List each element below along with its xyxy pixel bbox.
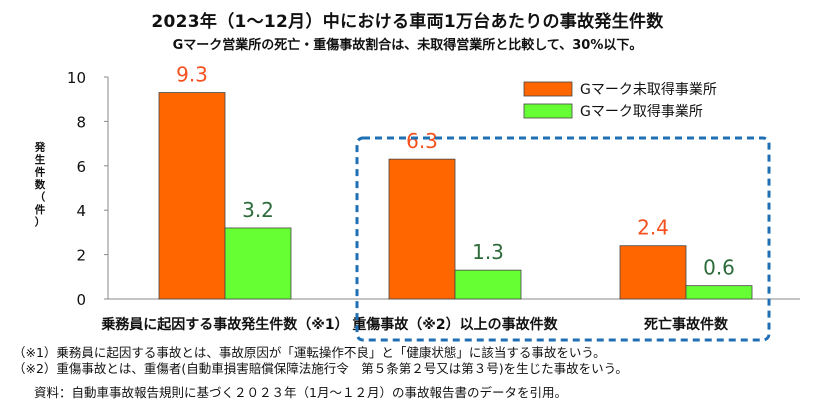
x-category-label: 乗務員に起因する事故発生件数（※1） [100,316,348,333]
data-label: 3.2 [242,198,274,222]
data-label: 1.3 [472,240,504,264]
chart-title: 2023年（1～12月）中における車両1万台あたりの事故発生件数 [151,12,664,32]
y-tick-label: 0 [76,291,86,309]
chart-subtitle: Gマーク営業所の死亡・重傷事故割合は、未取得営業所と比較して、30%以下。 [172,38,643,53]
data-label: 2.4 [637,216,669,240]
footnote-2: （※2）重傷事故とは、重傷者(自動車損害賠償保障法施行令 第５条第２号又は第３号… [13,361,628,376]
bar-acquired [224,227,292,300]
y-tick-label: 8 [76,113,86,131]
y-axis-title-char: 発 [34,141,46,154]
legend-swatch [523,81,573,97]
y-axis-title-char: 件 [35,166,46,179]
bar-unacquired [388,158,456,300]
bar-unacquired [619,245,687,300]
y-axis-title-char: 数 [34,178,46,191]
y-axis-title-char: 件 [35,203,46,216]
footnote-1: （※1）乗務員に起因する事故とは、事故原因が「運転操作不良」と「健康状態」に該当… [13,345,606,360]
data-label: 9.3 [176,63,208,87]
data-label: 0.6 [703,256,735,280]
bar-chart: 0246810発生件数（件）9.33.2乗務員に起因する事故発生件数（※1）6.… [34,63,800,342]
y-tick-label: 6 [76,158,86,176]
source-note: 資料：自動車事故報告規則に基づく２０２３年（1月～１２月）の事故報告書のデータを… [34,385,567,400]
x-category-label: 死亡事故件数 [643,316,729,333]
y-tick-label: 10 [67,69,86,87]
y-axis-title-char: ） [35,216,46,229]
y-tick-label: 4 [76,202,86,220]
x-category-label: 重傷事故（※2）以上の事故件数 [352,316,558,333]
y-tick-label: 2 [76,247,86,265]
data-label: 6.3 [406,129,438,153]
bar-acquired [685,285,753,300]
bar-unacquired [158,92,226,300]
legend-label: Gマーク未取得事業所 [580,81,717,98]
footnotes: （※1）乗務員に起因する事故とは、事故原因が「運転操作不良」と「健康状態」に該当… [13,345,628,377]
legend-swatch [523,103,573,119]
bar-acquired [454,269,522,300]
y-axis-title-char: （ [35,191,46,204]
legend-label: Gマーク取得事業所 [580,103,703,120]
highlight-box [355,136,771,342]
y-axis-title: 発生件数（件） [34,141,46,229]
y-axis-title-char: 生 [35,153,46,166]
